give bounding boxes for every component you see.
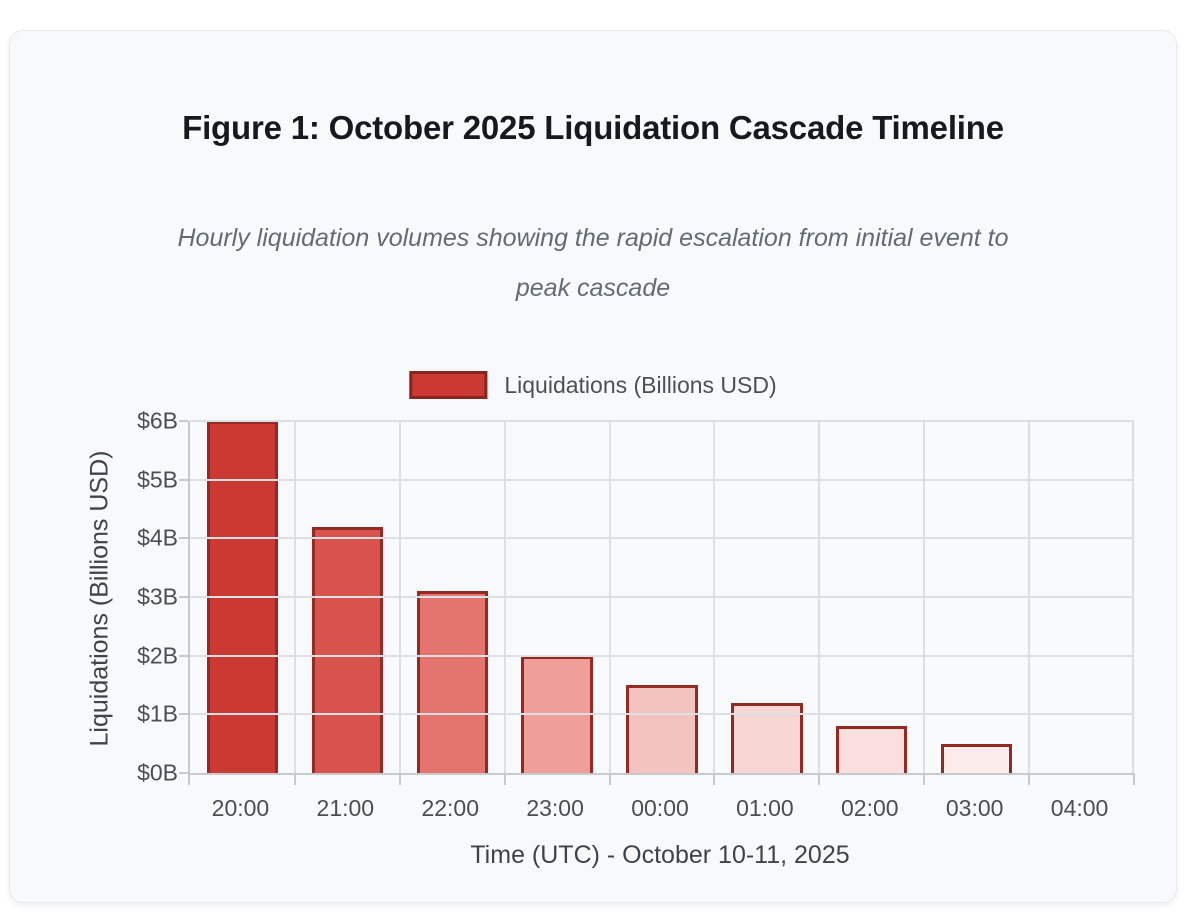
gridline-horizontal [190,537,1134,540]
gridline-vertical [923,421,926,773]
gridline-vertical [293,421,296,773]
gridline-vertical [713,421,716,773]
x-axis-title: Time (UTC) - October 10-11, 2025 [470,841,850,869]
y-tick-label: $1B [137,700,178,727]
gridline-vertical [398,421,401,773]
x-tick-mark [293,773,296,785]
y-tick-label: $5B [137,466,178,493]
y-tick-label: $3B [137,583,178,610]
y-tick-mark [179,654,188,657]
y-tick-label: $4B [137,524,178,551]
figure-subtitle: Hourly liquidation volumes showing the r… [177,224,1009,302]
y-tick-mark [179,420,188,422]
x-tick-mark [1028,773,1031,785]
y-tick-label: $6B [137,407,178,434]
x-tick-label: 03:00 [945,795,1004,821]
x-tick-mark [818,773,821,785]
x-tick-mark [188,773,190,785]
y-axis-tick-labels: $6B $5B $4B $3B $2B $1B $0B [78,408,178,786]
bar-slot-02:00 [819,421,924,773]
figure-title: Figure 1: October 2025 Liquidation Casca… [182,109,1004,146]
bar-slot-22:00 [400,421,505,773]
bar-00:00 [626,685,698,773]
legend-swatch-icon [409,371,488,399]
x-tick-mark [713,773,716,785]
figure-card: Figure 1: October 2025 Liquidation Casca… [9,30,1177,903]
gridline-horizontal [190,596,1134,598]
x-tick-label: 01:00 [736,795,794,821]
plot-area [179,420,1135,785]
bar-slot-21:00 [295,421,400,773]
x-tick-label: 00:00 [631,795,689,821]
y-tick-mark [179,596,188,598]
x-tick-label: 20:00 [211,795,270,821]
gridline-horizontal [190,420,1134,422]
y-tick-mark [179,478,188,481]
x-tick-mark [398,773,401,785]
x-tick-mark [923,773,926,785]
x-tick-label: 21:00 [316,795,375,821]
y-tick-label: $2B [137,642,178,669]
x-tick-mark [608,773,611,785]
bar-22:00 [416,591,488,773]
bar-slot-00:00 [610,421,715,773]
gridline-horizontal [190,654,1134,657]
x-tick-label: 02:00 [841,795,899,821]
bar-02:00 [836,726,908,773]
x-axis-tick-labels: 20:00 21:00 22:00 23:00 00:00 01:00 02:00 03:00… [188,795,1132,822]
bar-21:00 [311,526,383,773]
bar-03:00 [941,743,1013,773]
y-tick-mark [179,772,188,774]
x-tick-mark [503,773,506,785]
gridline-horizontal [190,478,1134,481]
gridline-vertical [818,421,821,773]
legend-label: Liquidations (Billions USD) [504,371,777,398]
x-tick-label: 22:00 [421,795,479,821]
gridline-vertical [608,421,611,773]
gridline-horizontal [190,713,1134,716]
x-tick-label: 23:00 [526,795,584,821]
gridline-vertical [1132,421,1134,773]
y-tick-mark [179,537,188,540]
gridline-vertical [503,421,506,773]
y-tick-mark [179,713,188,716]
x-tick-label: 04:00 [1050,795,1109,821]
chart-legend: Liquidations (Billions USD) [409,371,777,399]
gridline-vertical [1028,421,1031,773]
y-tick-label: $0B [137,759,178,786]
x-tick-mark [1133,773,1135,785]
bar-slot-03:00 [924,421,1029,773]
